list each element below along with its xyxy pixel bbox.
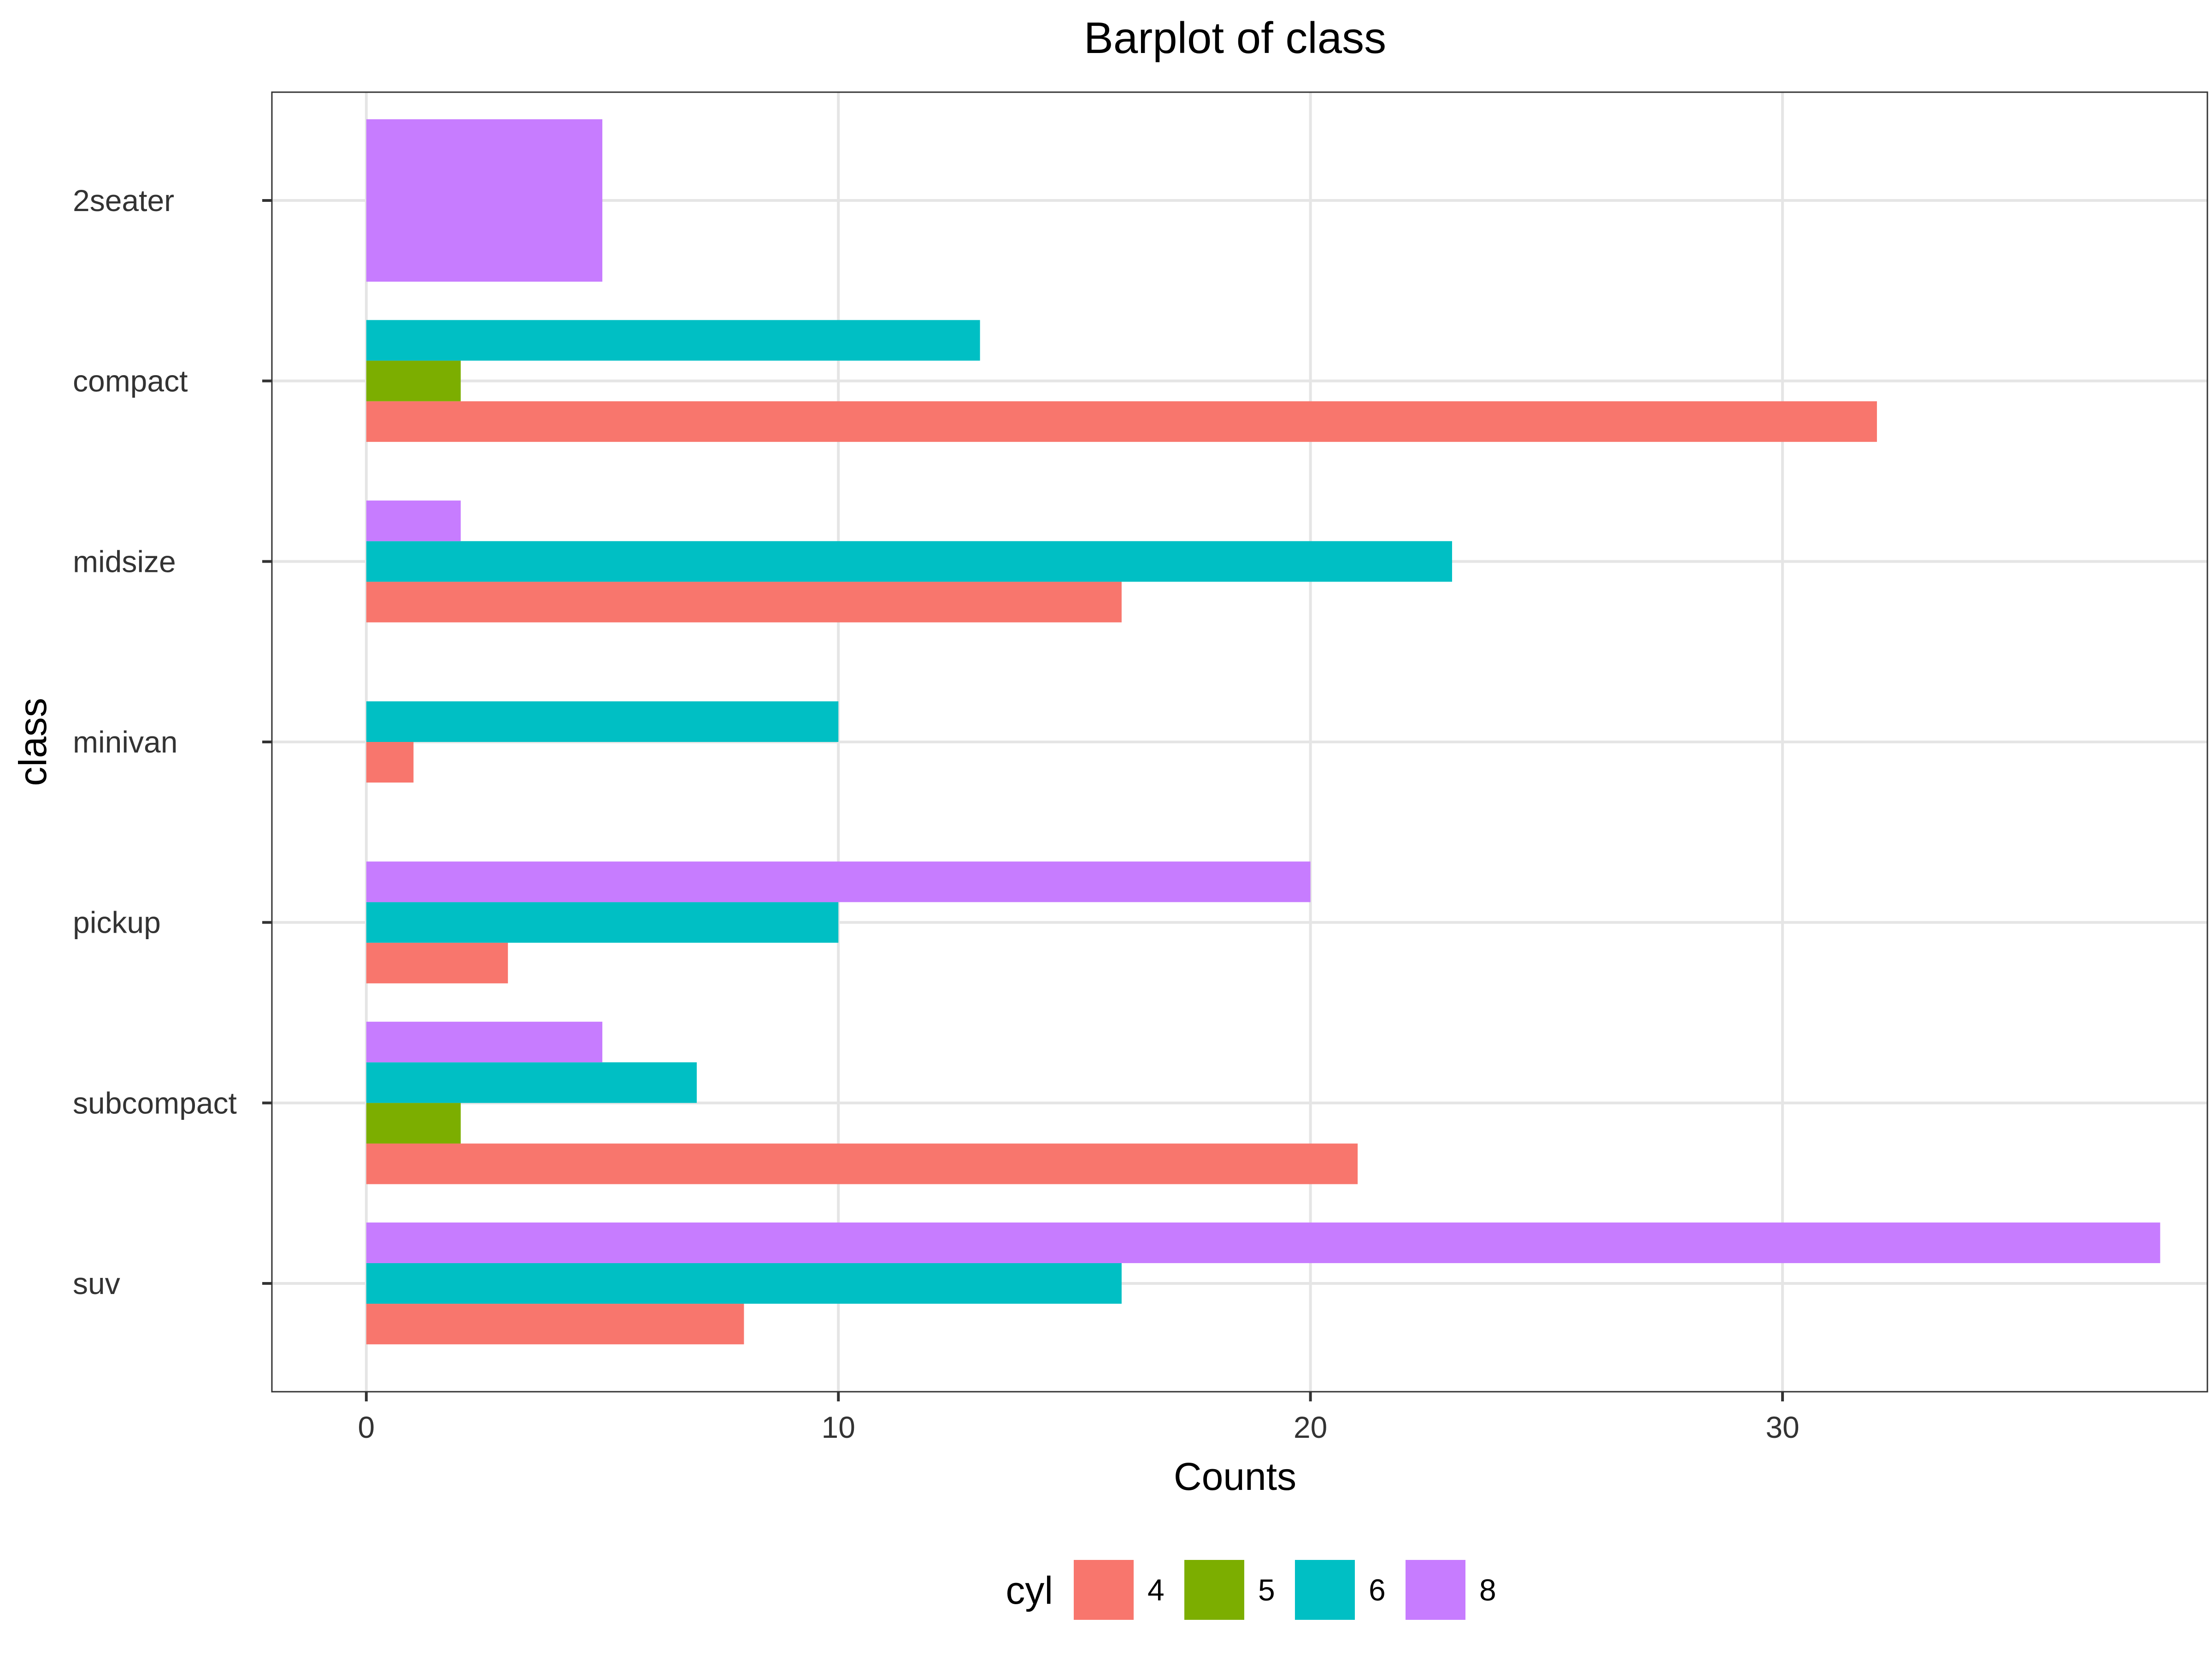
y-tick-label: minivan	[73, 725, 177, 759]
bar-subcompact-cyl-5	[366, 1103, 461, 1144]
bar-suv-cyl-6	[366, 1263, 1122, 1304]
bar-midsize-cyl-6	[366, 541, 1452, 582]
x-tick-label: 0	[358, 1410, 375, 1444]
bar-minivan-cyl-6	[366, 701, 839, 742]
legend-label-6: 6	[1369, 1573, 1386, 1607]
bar-2seater-cyl-8	[366, 119, 603, 282]
bars	[366, 119, 2160, 1345]
axis-ticks: 2seater compact midsize minivan pickup subcom…	[73, 183, 1800, 1444]
y-tick-label: subcompact	[73, 1086, 237, 1120]
legend-label-4: 4	[1147, 1573, 1165, 1607]
y-tick-label: midsize	[73, 544, 176, 578]
x-tick-label: 20	[1294, 1410, 1327, 1444]
bar-minivan-cyl-4	[366, 742, 414, 783]
y-tick-label: compact	[73, 364, 188, 398]
legend-swatch-4	[1074, 1560, 1134, 1620]
bar-compact-cyl-4	[366, 401, 1877, 442]
y-tick-label: suv	[73, 1266, 120, 1300]
chart-title: Barplot of class	[1084, 13, 1386, 63]
y-tick-label: pickup	[73, 906, 161, 940]
legend-label-8: 8	[1479, 1573, 1496, 1607]
legend-swatch-8	[1406, 1560, 1465, 1620]
bar-subcompact-cyl-6	[366, 1062, 697, 1103]
x-tick-label: 10	[822, 1410, 855, 1444]
legend-title: cyl	[1006, 1569, 1053, 1612]
y-tick-label: 2seater	[73, 183, 174, 218]
legend-swatch-6	[1295, 1560, 1355, 1620]
legend-swatch-5	[1184, 1560, 1244, 1620]
bar-subcompact-cyl-8	[366, 1022, 603, 1063]
bar-suv-cyl-4	[366, 1304, 744, 1345]
bar-midsize-cyl-4	[366, 582, 1122, 623]
legend: cyl 4 5 6 8	[1006, 1560, 1496, 1620]
bar-midsize-cyl-8	[366, 500, 461, 541]
legend-label-5: 5	[1258, 1573, 1275, 1607]
bar-compact-cyl-5	[366, 360, 461, 401]
bar-subcompact-cyl-4	[366, 1143, 1358, 1184]
bar-pickup-cyl-4	[366, 942, 508, 983]
bar-pickup-cyl-8	[366, 861, 1311, 902]
x-tick-label: 30	[1765, 1410, 1799, 1444]
x-axis-title: Counts	[1174, 1455, 1296, 1498]
bar-pickup-cyl-6	[366, 902, 839, 943]
bar-compact-cyl-6	[366, 320, 980, 361]
bar-suv-cyl-8	[366, 1222, 2160, 1263]
y-axis-title: class	[11, 698, 54, 786]
